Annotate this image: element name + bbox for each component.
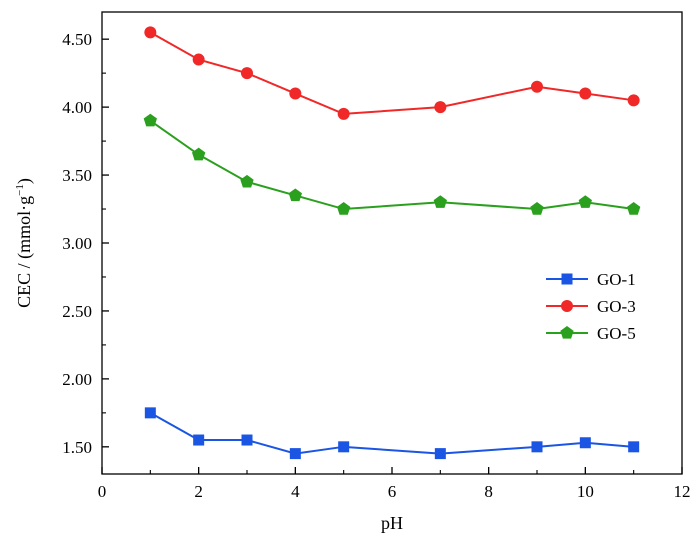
- y-tick-label: 1.50: [62, 438, 92, 457]
- x-axis-title: pH: [381, 513, 403, 533]
- data-point-go-3: [627, 94, 640, 107]
- legend: GO-1 GO-3 GO-5: [546, 270, 636, 343]
- x-tick-label: 2: [194, 482, 203, 501]
- data-point-go-5: [433, 195, 447, 208]
- data-point-go-1: [338, 441, 350, 453]
- data-point-go-5: [240, 174, 254, 188]
- plot-frame: [101, 11, 683, 475]
- x-tick-label: 4: [291, 482, 300, 501]
- data-point-go-3: [289, 87, 302, 100]
- legend-item-go-1: GO-1: [546, 270, 636, 289]
- series-go-1: [144, 407, 640, 460]
- data-point-go-5: [530, 202, 544, 215]
- data-point-go-3: [434, 101, 447, 114]
- legend-item-go-5: GO-5: [546, 324, 636, 343]
- series-go-5: [143, 113, 641, 215]
- data-point-go-1: [241, 434, 253, 446]
- data-point-go-1: [531, 441, 543, 453]
- data-point-go-5: [143, 113, 157, 127]
- y-tick-label: 3.00: [62, 234, 92, 253]
- y-tick-label: 4.50: [62, 30, 92, 49]
- data-point-go-5: [288, 188, 302, 202]
- legend-marker: [560, 326, 574, 339]
- data-point-go-3: [241, 67, 253, 80]
- x-tick-label: 6: [388, 482, 397, 501]
- data-point-go-1: [144, 407, 156, 419]
- y-tick-label: 2.00: [62, 370, 92, 389]
- legend-label: GO-1: [597, 270, 636, 289]
- x-tick-label: 10: [577, 482, 594, 501]
- y-axis-ticks: 1.50 2.00 2.50 3.00 3.50 4.00 4.50: [62, 30, 109, 457]
- series-line-go-3: [149, 31, 634, 115]
- data-point-go-1: [193, 434, 205, 446]
- data-point-go-5: [337, 202, 351, 215]
- data-point-go-3: [531, 80, 543, 93]
- y-tick-label: 2.50: [62, 302, 92, 321]
- data-point-go-1: [434, 448, 446, 460]
- data-point-go-5: [192, 147, 206, 161]
- series-line-go-5: [149, 119, 634, 211]
- x-axis-ticks: 0 2 4 6 8 10 12: [98, 467, 691, 501]
- data-point-go-5: [578, 195, 592, 208]
- data-point-go-3: [337, 107, 350, 120]
- data-point-go-1: [628, 441, 640, 453]
- legend-marker: [561, 300, 573, 312]
- data-point-go-3: [192, 53, 205, 66]
- data-point-go-5: [627, 202, 641, 215]
- series-line-go-1: [149, 411, 634, 455]
- legend-marker: [561, 273, 573, 285]
- series-go-3: [144, 26, 640, 120]
- data-point-go-3: [579, 87, 592, 100]
- data-point-go-1: [579, 437, 591, 449]
- x-tick-label: 12: [674, 482, 691, 501]
- x-tick-label: 8: [484, 482, 493, 501]
- legend-label: GO-3: [597, 297, 636, 316]
- legend-label: GO-5: [597, 324, 636, 343]
- data-point-go-3: [144, 26, 157, 39]
- data-point-go-1: [289, 448, 301, 460]
- legend-item-go-3: GO-3: [546, 297, 636, 316]
- series-layer: [143, 26, 641, 460]
- x-tick-label: 0: [98, 482, 107, 501]
- y-tick-label: 3.50: [62, 166, 92, 185]
- y-tick-label: 4.00: [62, 98, 92, 117]
- y-axis-title: CEC / (mmol·g−1): [14, 178, 35, 308]
